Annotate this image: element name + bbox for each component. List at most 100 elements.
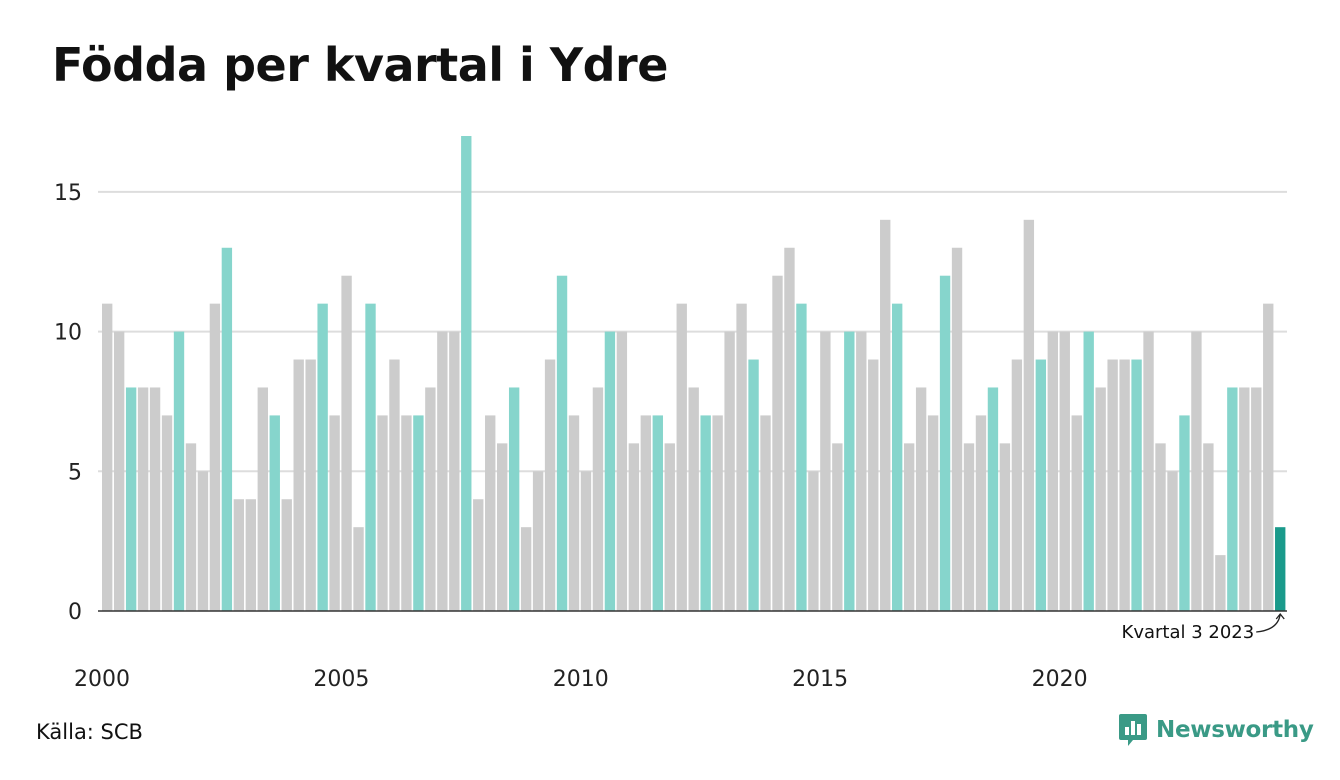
bar	[628, 443, 640, 611]
bar	[808, 471, 819, 611]
bar	[1143, 331, 1154, 611]
bar	[281, 499, 292, 611]
bar	[413, 415, 424, 611]
brand-name: Newsworthy	[1156, 717, 1314, 743]
y-tick-label: 15	[54, 181, 82, 206]
bar	[724, 331, 735, 611]
bar	[939, 275, 951, 611]
bar	[389, 359, 400, 611]
bar	[173, 331, 185, 611]
y-tick-label: 0	[68, 600, 82, 625]
bar	[125, 387, 137, 611]
bar-chart: 0 5 10 15 2000 2005 2010 2015 2020 Kvartal 3 20…	[54, 136, 1287, 692]
annotation-arrow	[1256, 612, 1285, 633]
x-tick-label: 2015	[792, 667, 848, 692]
bar	[616, 331, 628, 611]
bar	[365, 303, 376, 611]
bar	[329, 415, 340, 611]
bar	[497, 443, 508, 611]
bar	[784, 247, 795, 611]
bar	[568, 415, 580, 611]
bar	[221, 247, 233, 611]
bar	[664, 443, 675, 611]
bar	[1131, 359, 1142, 611]
bar	[520, 527, 532, 611]
bar	[604, 331, 616, 611]
x-tick-label: 2000	[74, 667, 130, 692]
bar	[102, 303, 113, 611]
bar	[892, 303, 903, 611]
bar	[772, 275, 783, 611]
bar	[209, 303, 221, 611]
bar	[1239, 387, 1250, 611]
y-tick-labels: 0 5 10 15	[54, 181, 82, 625]
bar	[1191, 331, 1202, 611]
x-tick-labels: 2000 2005 2010 2015 2020	[74, 667, 1088, 692]
bar	[868, 359, 879, 611]
bar	[712, 415, 723, 611]
bar	[1263, 303, 1274, 611]
bar	[245, 499, 257, 611]
bar	[700, 415, 711, 611]
bar	[473, 499, 484, 611]
bar	[1035, 359, 1047, 611]
bars	[102, 136, 1286, 611]
bar	[1167, 471, 1178, 611]
bar	[1155, 443, 1166, 611]
bar	[113, 331, 125, 611]
y-tick-label: 5	[68, 460, 82, 485]
bar	[1215, 555, 1226, 611]
brand-logo: Newsworthy	[1118, 712, 1314, 748]
bar	[532, 471, 544, 611]
bar	[1107, 359, 1118, 611]
bar	[437, 331, 448, 611]
y-tick-label: 10	[54, 321, 82, 346]
bar	[676, 303, 687, 611]
bar	[556, 275, 568, 611]
bar	[269, 415, 280, 611]
bar	[688, 387, 699, 611]
x-tick-label: 2010	[553, 667, 609, 692]
bar	[832, 443, 843, 611]
bar	[736, 303, 747, 611]
bar	[963, 443, 975, 611]
annotation-label: Kvartal 3 2023	[1122, 622, 1255, 643]
bar	[161, 415, 173, 611]
bar	[544, 359, 556, 611]
bar	[1251, 387, 1262, 611]
bar	[508, 387, 520, 611]
bar	[856, 331, 867, 611]
bar	[317, 303, 328, 611]
bar	[760, 415, 771, 611]
bar	[185, 443, 197, 611]
bar	[485, 415, 496, 611]
bar	[137, 387, 149, 611]
bar	[987, 387, 999, 611]
bar	[796, 303, 807, 611]
bar	[999, 443, 1011, 611]
bar	[1071, 415, 1082, 611]
bar	[1275, 527, 1286, 611]
bar	[449, 331, 460, 611]
bar	[293, 359, 304, 611]
page-title: Födda per kvartal i Ydre	[52, 38, 668, 92]
bar	[1179, 415, 1190, 611]
bar	[1083, 331, 1094, 611]
bar	[1119, 359, 1130, 611]
bar	[353, 527, 364, 611]
x-tick-label: 2005	[313, 667, 369, 692]
bar	[652, 415, 663, 611]
latest-annotation: Kvartal 3 2023	[1122, 612, 1285, 643]
bar	[1023, 219, 1035, 611]
x-tick-label: 2020	[1032, 667, 1088, 692]
bar	[377, 415, 388, 611]
bar	[748, 359, 759, 611]
bar	[461, 136, 472, 611]
bar	[341, 275, 352, 611]
bar	[1011, 359, 1023, 611]
bar	[880, 219, 891, 611]
bar	[401, 415, 412, 611]
bar	[640, 415, 652, 611]
bar	[975, 415, 987, 611]
bar	[1059, 331, 1070, 611]
